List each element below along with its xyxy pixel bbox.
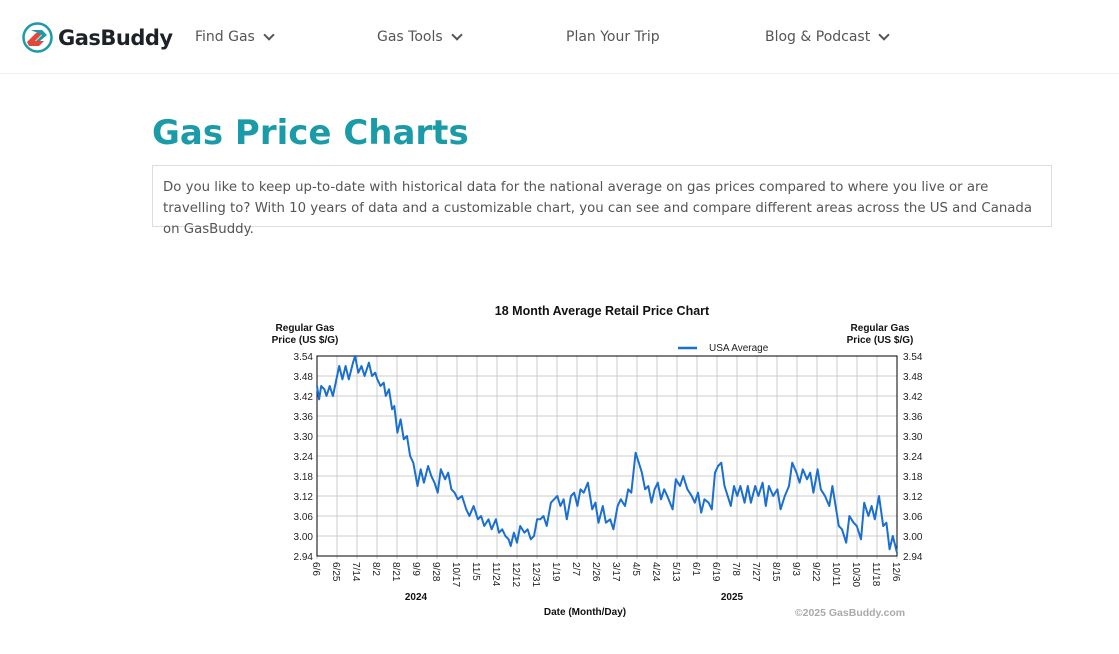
x-tick-label: 5/13 [670,562,681,582]
y-tick-label-right: 3.24 [903,452,923,463]
brand-name: GasBuddy [58,25,173,50]
y-tick-label-left: 3.48 [294,372,314,383]
x-axis-label: Date (Month/Day) [544,607,626,618]
nav-find-gas[interactable]: Find Gas [195,28,275,45]
x-tick-label: 9/9 [410,562,421,576]
y-tick-label-right: 3.36 [903,412,923,423]
y-tick-label-right: 3.30 [903,432,923,443]
y-tick-label-left: 3.54 [294,352,314,363]
y-tick-label-left: 3.30 [294,432,314,443]
x-tick-label: 10/11 [830,562,841,587]
x-tick-label: 11/24 [490,562,501,587]
nav-gas-tools[interactable]: Gas Tools [377,28,463,45]
gasbuddy-logo-icon [22,22,53,53]
y-tick-label-right: 3.54 [903,352,923,363]
y-tick-label-left: 3.36 [294,412,314,423]
y-tick-label-left: 2.94 [294,552,314,563]
gasbuddy-logo[interactable]: GasBuddy [22,22,173,53]
x-tick-label: 1/19 [550,562,561,582]
y-tick-label-left: 3.42 [294,392,314,403]
nav-label: Gas Tools [377,29,443,45]
usa-average-line [316,355,898,553]
nav-label: Find Gas [195,29,255,45]
x-tick-label: 11/18 [870,562,881,587]
x-tick-label: 2/26 [590,562,601,582]
x-tick-label: 9/28 [430,562,441,582]
x-tick-label: 4/24 [650,562,661,582]
plot-border [316,355,898,557]
y-tick-label-left: 3.06 [294,512,314,523]
y-tick-label-right: 3.00 [903,532,923,543]
x-tick-label: 12/6 [890,562,901,582]
nav-plan-your-trip[interactable]: Plan Your Trip [566,29,660,45]
y-tick-label-right: 3.12 [903,492,923,503]
x-tick-label: 4/5 [630,562,641,576]
y-axis-label-left: Regular Gas Price (US $/G) [272,323,339,346]
x-tick-label: 9/3 [790,562,801,576]
x-tick-label: 8/21 [390,562,401,582]
x-tick-label: 3/17 [610,562,621,582]
year-label: 2024 [405,592,428,603]
page-title: Gas Price Charts [152,113,469,153]
x-tick-label: 10/30 [850,562,861,587]
nav-blog-podcast[interactable]: Blog & Podcast [765,28,890,45]
x-tick-label: 9/22 [810,562,821,582]
x-tick-label: 12/12 [510,562,521,587]
y-tick-label-left: 3.24 [294,452,314,463]
x-tick-label: 6/6 [310,562,321,576]
y-tick-label-right: 3.18 [903,472,923,483]
x-tick-label: 6/19 [710,562,721,582]
y-tick-label-left: 3.12 [294,492,314,503]
x-tick-label: 6/1 [690,562,701,576]
site-header: GasBuddy Find Gas Gas Tools Plan Your Tr… [0,0,1119,74]
x-tick-label: 8/2 [370,562,381,576]
y-tick-label-left: 3.18 [294,472,314,483]
y-tick-label-right: 3.06 [903,512,923,523]
copyright-text: ©2025 GasBuddy.com [795,607,905,619]
y-tick-label-right: 3.42 [903,392,923,403]
x-tick-label: 10/17 [450,562,461,587]
year-label: 2025 [721,592,744,603]
x-tick-label: 11/5 [470,562,481,581]
y-axis-label-right: Regular Gas Price (US $/G) [847,323,914,346]
x-tick-label: 2/7 [570,562,581,576]
page-description: Do you like to keep up-to-date with hist… [152,165,1052,237]
x-tick-label: 12/31 [530,562,541,587]
legend-label: USA Average [709,343,769,354]
x-tick-label: 8/15 [770,562,781,582]
nav-label: Blog & Podcast [765,29,871,45]
y-tick-label-right: 2.94 [903,552,923,563]
x-tick-label: 7/8 [730,562,741,576]
chart-title: 18 Month Average Retail Price Chart [495,304,710,318]
x-tick-label: 7/27 [750,562,761,582]
y-tick-label-right: 3.48 [903,372,923,383]
x-tick-label: 6/25 [330,562,341,582]
y-tick-label-left: 3.00 [294,532,314,543]
x-tick-label: 7/14 [350,562,361,582]
nav-label: Plan Your Trip [566,29,660,45]
